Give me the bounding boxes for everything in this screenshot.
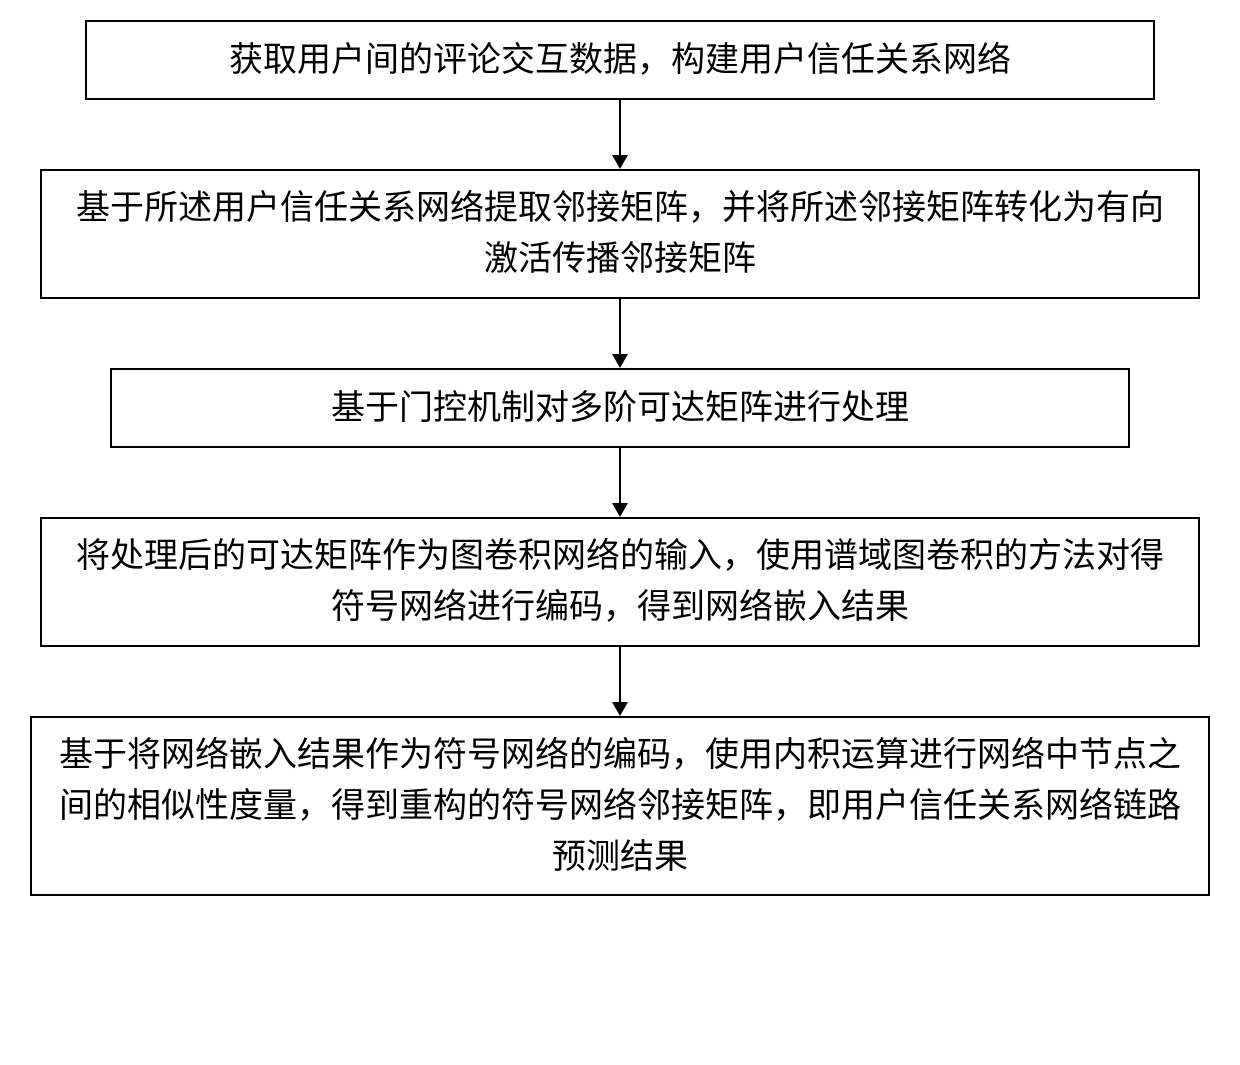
step-text-5: 基于将网络嵌入结果作为符号网络的编码，使用内积运算进行网络中节点之间的相似性度量… <box>52 730 1188 883</box>
arrow-head-4 <box>612 702 628 716</box>
step-box-5: 基于将网络嵌入结果作为符号网络的编码，使用内积运算进行网络中节点之间的相似性度量… <box>30 716 1210 896</box>
step-box-2: 基于所述用户信任关系网络提取邻接矩阵，并将所述邻接矩阵转化为有向激活传播邻接矩阵 <box>40 169 1200 299</box>
arrow-line-1 <box>619 100 621 155</box>
arrow-line-4 <box>619 647 621 702</box>
step-box-1: 获取用户间的评论交互数据，构建用户信任关系网络 <box>85 20 1155 100</box>
arrow-4 <box>612 647 628 716</box>
arrow-line-3 <box>619 448 621 503</box>
step-text-1: 获取用户间的评论交互数据，构建用户信任关系网络 <box>229 35 1011 86</box>
step-box-4: 将处理后的可达矩阵作为图卷积网络的输入，使用谱域图卷积的方法对得符号网络进行编码… <box>40 517 1200 647</box>
arrow-head-1 <box>612 155 628 169</box>
arrow-1 <box>612 100 628 169</box>
step-box-3: 基于门控机制对多阶可达矩阵进行处理 <box>110 368 1130 448</box>
arrow-line-2 <box>619 299 621 354</box>
step-text-3: 基于门控机制对多阶可达矩阵进行处理 <box>331 383 909 434</box>
arrow-3 <box>612 448 628 517</box>
step-text-4: 将处理后的可达矩阵作为图卷积网络的输入，使用谱域图卷积的方法对得符号网络进行编码… <box>62 531 1178 633</box>
arrow-head-2 <box>612 354 628 368</box>
arrow-2 <box>612 299 628 368</box>
flowchart-container: 获取用户间的评论交互数据，构建用户信任关系网络 基于所述用户信任关系网络提取邻接… <box>30 20 1210 896</box>
step-text-2: 基于所述用户信任关系网络提取邻接矩阵，并将所述邻接矩阵转化为有向激活传播邻接矩阵 <box>62 183 1178 285</box>
arrow-head-3 <box>612 503 628 517</box>
